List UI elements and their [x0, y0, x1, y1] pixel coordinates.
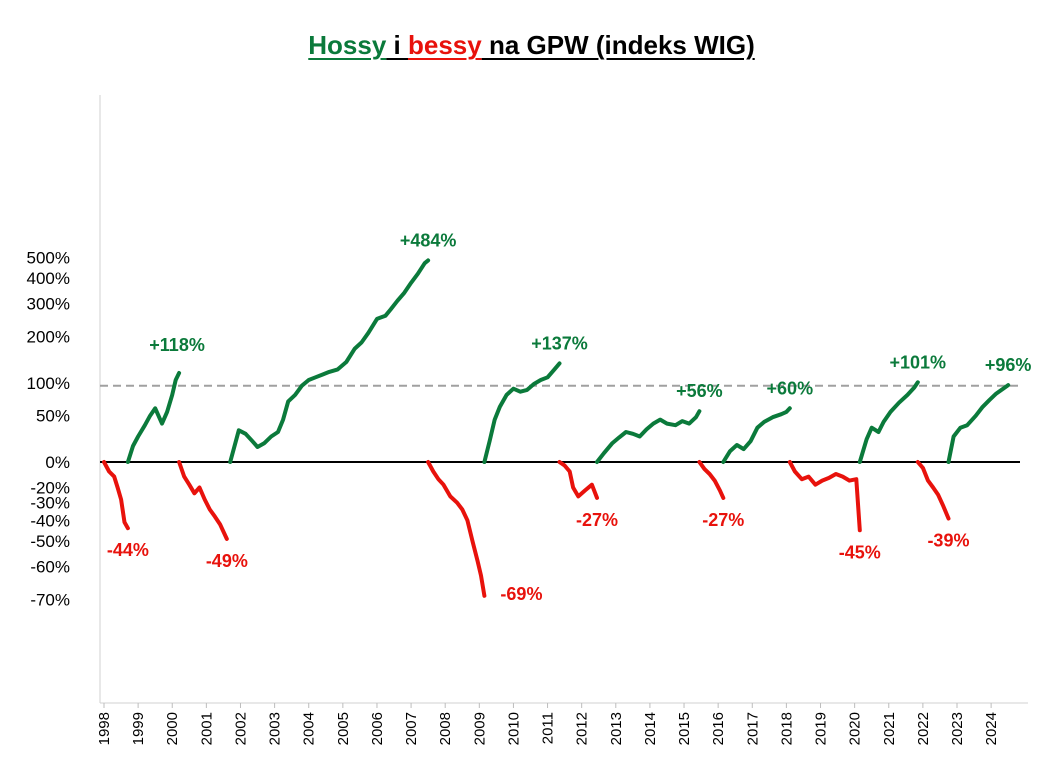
bull-market-line: [595, 409, 702, 464]
x-tick-label: 2020: [847, 712, 864, 745]
x-tick-label: 1999: [130, 712, 147, 745]
x-tick-label: 2003: [267, 712, 284, 745]
x-tick-label: 2000: [164, 712, 181, 745]
x-tick-label: 2001: [198, 712, 215, 745]
x-tick-label: 2008: [437, 712, 454, 745]
chart-title: Hossy i bessy na GPW (indeks WIG): [0, 30, 1063, 61]
y-tick-label: 0%: [45, 453, 70, 472]
bear-trough-label: -27%: [576, 510, 618, 530]
x-tick-label: 2014: [642, 712, 659, 745]
bull-peak-label: +137%: [531, 333, 588, 353]
bull-peak-label: +56%: [676, 381, 723, 401]
bull-market-line: [482, 361, 562, 464]
bull-peak-label: +96%: [985, 355, 1032, 375]
x-tick-label: 2012: [574, 712, 591, 745]
bear-trough-label: -39%: [927, 530, 969, 550]
y-tick-label: -50%: [30, 532, 70, 551]
bull-peak-label: +118%: [149, 335, 205, 355]
title-rest: na GPW (indeks WIG): [481, 30, 755, 60]
x-tick-label: 2011: [540, 712, 557, 744]
bear-market-line: [102, 460, 130, 531]
x-tick-label: 2007: [403, 712, 420, 745]
bull-market-line: [721, 406, 792, 464]
bull-peak-label: +101%: [889, 352, 946, 372]
title-hossy: Hossy: [308, 30, 387, 60]
x-tick-label: 2002: [232, 712, 249, 745]
y-tick-label: 500%: [27, 248, 70, 267]
bear-market-line: [787, 460, 862, 533]
x-tick-label: 2016: [710, 712, 727, 745]
bear-trough-label: -49%: [206, 551, 248, 571]
y-tick-label: -70%: [30, 591, 70, 610]
x-tick-label: 2019: [813, 712, 830, 745]
y-tick-label: -30%: [30, 494, 70, 513]
x-tick-label: 2010: [505, 712, 522, 745]
bull-peak-label: +60%: [767, 378, 814, 398]
series-group: [102, 258, 1011, 598]
bear-trough-label: -27%: [702, 510, 744, 530]
bull-market-line: [946, 383, 1011, 464]
x-tick-label: 2004: [301, 712, 318, 745]
bull-market-line: [125, 371, 182, 464]
bear-trough-label: -45%: [839, 542, 881, 562]
y-tick-label: 100%: [27, 374, 70, 393]
bear-market-line: [177, 460, 229, 541]
bull-market-line: [228, 258, 431, 464]
y-axis: 500% 400% 300% 200% 100% 50% 0% -20%-30%-40% -50…: [27, 95, 101, 703]
title-i: i: [386, 30, 408, 60]
x-tick-label: 2023: [949, 712, 966, 745]
bull-market-line: [857, 380, 920, 464]
bull-peak-label: +484%: [400, 230, 457, 250]
x-tick-label: 2005: [335, 712, 352, 745]
x-tick-label: 1998: [96, 712, 113, 745]
x-tick-label: 2006: [369, 712, 386, 745]
y-tick-label: 50%: [36, 407, 70, 426]
title-bessy: bessy: [407, 30, 482, 60]
peak-labels: -44% +118% -49% +484% -69% +137% -27% +56% -27% +…: [107, 230, 1032, 603]
bear-market-line: [915, 460, 951, 521]
x-tick-label: 2024: [983, 712, 1000, 745]
y-tick-label: -40%: [30, 511, 70, 530]
y-tick-label: 300%: [27, 295, 70, 314]
x-tick-label: 2013: [608, 712, 625, 745]
bear-market-line: [557, 460, 599, 500]
x-tick-label: 2018: [778, 712, 795, 745]
x-tick-label: 2009: [471, 712, 488, 745]
y-tick-label: -20%: [30, 478, 70, 497]
y-tick-label: 400%: [27, 269, 70, 288]
x-tick-label: 2022: [915, 712, 932, 745]
x-axis: 1998 1999 2000 2001 2002 2003 2004 2005 2006 2007…: [96, 702, 1028, 745]
bear-trough-label: -69%: [500, 584, 542, 604]
bear-market-line: [697, 460, 726, 500]
bear-trough-label: -44%: [107, 540, 149, 560]
y-tick-label: 200%: [27, 328, 70, 347]
x-tick-label: 2015: [676, 712, 693, 745]
x-tick-label: 2017: [744, 712, 761, 745]
bear-market-line: [426, 460, 487, 598]
y-tick-label: -60%: [30, 558, 70, 577]
x-tick-label: 2021: [881, 712, 898, 745]
